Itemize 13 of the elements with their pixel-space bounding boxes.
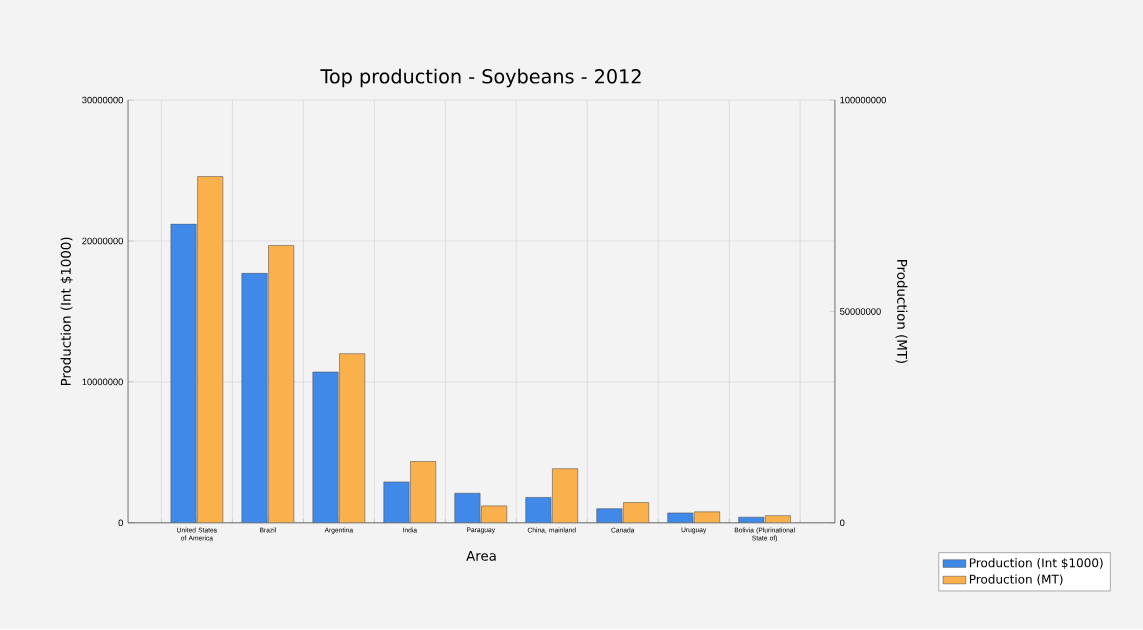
chart-title: Top production - Soybeans - 2012 [320, 68, 641, 88]
y-tick-label: 0 [118, 519, 123, 527]
legend-label: Production (MT) [969, 574, 1063, 586]
x-axis-title: Area [466, 551, 496, 562]
y2-axis-title: Production (MT) [895, 260, 908, 364]
y2-tick-label: 0 [839, 519, 845, 527]
y-axis-title: Production (Int $1000) [60, 237, 73, 386]
legend-label: Production (Int $1000) [969, 558, 1103, 570]
y-tick-label: 30000000 [82, 96, 123, 104]
y2-tick-label: 50000000 [840, 308, 881, 315]
y-tick-label: 20000000 [82, 237, 123, 245]
y2-tick-label: 100000000 [840, 96, 886, 104]
y-tick-label: 10000000 [82, 378, 123, 386]
